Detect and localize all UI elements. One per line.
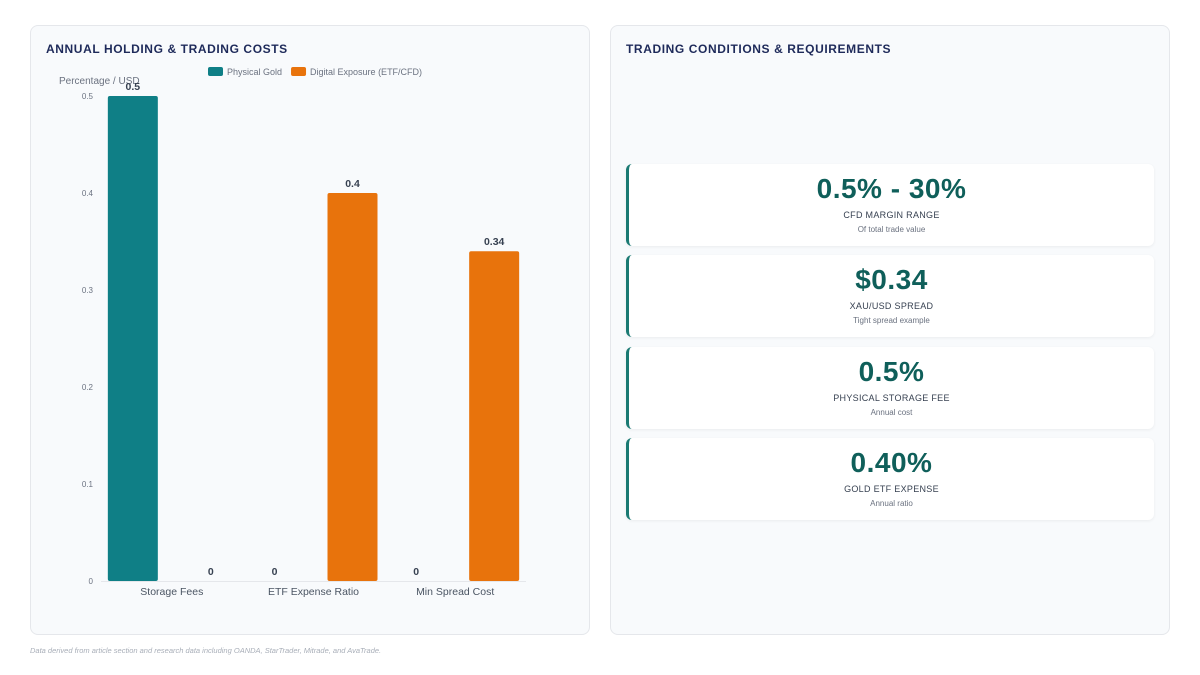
stat-label: XAU/USD SPREAD (849, 301, 934, 311)
y-tick-label: 0.5 (82, 92, 94, 101)
bar-physical-gold (107, 96, 158, 581)
bar-digital-exposure (469, 251, 520, 581)
conditions-panel: TRADING CONDITIONS & REQUIREMENTS 0.5% -… (610, 25, 1170, 635)
stat-subtext: Annual cost (870, 408, 913, 417)
y-tick-label: 0.2 (82, 383, 94, 392)
bar-digital-exposure (327, 193, 378, 581)
stat-subtext: Of total trade value (857, 225, 926, 234)
conditions-title: TRADING CONDITIONS & REQUIREMENTS (626, 42, 892, 56)
bar-chart: Percentage / USD 0 0.1 0.2 0.3 0.4 0.5 0.5 0 Stor… (59, 67, 526, 598)
stat-label: GOLD ETF EXPENSE (844, 484, 939, 494)
x-category-label: Min Spread Cost (416, 586, 494, 598)
data-label: 0 (413, 566, 419, 578)
stat-card-etf-expense: 0.40% GOLD ETF EXPENSE Annual ratio (626, 438, 1154, 520)
legend-label: Physical Gold (227, 67, 282, 77)
legend-label: Digital Exposure (ETF/CFD) (310, 67, 422, 77)
stat-value: 0.40% (850, 447, 933, 478)
data-label: 0 (272, 566, 278, 578)
chart-title: ANNUAL HOLDING & TRADING COSTS (46, 42, 288, 56)
stat-card-storage-fee: 0.5% PHYSICAL STORAGE FEE Annual cost (626, 347, 1154, 429)
legend-swatch (208, 67, 223, 76)
y-tick-label: 0.3 (82, 286, 94, 295)
stat-label: PHYSICAL STORAGE FEE (833, 393, 950, 403)
y-tick-label: 0.4 (82, 189, 94, 198)
stat-label: CFD MARGIN RANGE (843, 210, 940, 220)
data-label: 0.5 (126, 81, 141, 93)
stat-value: 0.5% - 30% (816, 173, 967, 204)
stat-subtext: Annual ratio (870, 499, 913, 508)
y-axis-title: Percentage / USD (59, 76, 140, 87)
stat-card-cfd-margin: 0.5% - 30% CFD MARGIN RANGE Of total tra… (626, 164, 1154, 246)
chart-panel: ANNUAL HOLDING & TRADING COSTS Percentag… (30, 25, 590, 635)
data-label: 0.34 (484, 236, 505, 248)
x-category-label: Storage Fees (140, 586, 203, 598)
data-label: 0 (208, 566, 214, 578)
stat-value: $0.34 (855, 264, 928, 295)
x-category-label: ETF Expense Ratio (268, 586, 359, 598)
y-tick-label: 0.1 (82, 480, 94, 489)
data-label: 0.4 (345, 178, 360, 190)
stat-card-xau-spread: $0.34 XAU/USD SPREAD Tight spread exampl… (626, 255, 1154, 337)
legend-swatch (291, 67, 307, 76)
stat-subtext: Tight spread example (853, 316, 930, 325)
stat-value: 0.5% (858, 356, 925, 387)
y-tick-label: 0 (89, 577, 94, 586)
footnote: Data derived from article section and re… (30, 646, 382, 655)
